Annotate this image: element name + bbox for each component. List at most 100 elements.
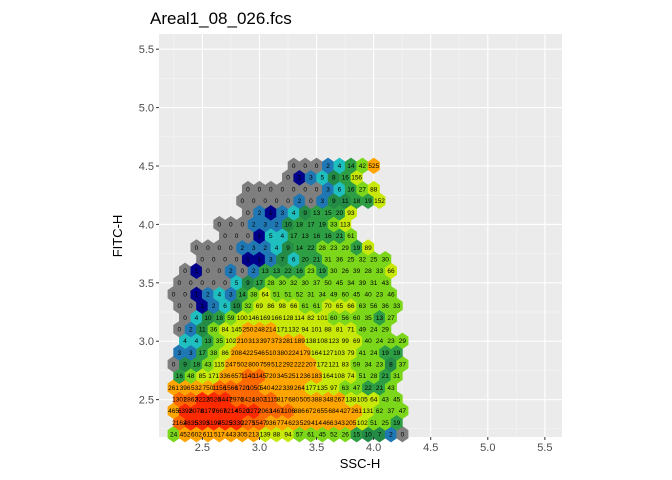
hex-count-label: 4 bbox=[275, 245, 279, 252]
hex-count-label: 18 bbox=[216, 315, 224, 322]
hex-count-label: 525 bbox=[368, 163, 379, 170]
hex-bin bbox=[293, 169, 306, 186]
hex-count-label: 7667 bbox=[212, 408, 227, 415]
hex-count-label: 3447 bbox=[218, 396, 233, 403]
hex-count-label: 43 bbox=[204, 361, 212, 368]
hex-count-label: 51 bbox=[284, 291, 292, 298]
hex-count-label: 2162 bbox=[172, 420, 187, 427]
hex-bin bbox=[224, 425, 237, 443]
hex-bin bbox=[327, 309, 340, 326]
hex-bin bbox=[379, 250, 392, 268]
hex-count-label: 207 bbox=[305, 361, 316, 368]
hex-count-label: 56 bbox=[370, 303, 378, 310]
hex-bin bbox=[270, 192, 283, 209]
hex-count-label: 397 bbox=[260, 338, 271, 345]
hex-count-label: 29 bbox=[342, 245, 350, 252]
hex-bin bbox=[219, 344, 232, 361]
hex-count-label: 672 bbox=[305, 408, 316, 415]
hex-count-label: 2 bbox=[258, 210, 262, 217]
hex-count-label: 59 bbox=[353, 361, 361, 368]
hex-bin bbox=[339, 169, 352, 186]
hex-count-label: 1301 bbox=[172, 396, 187, 403]
hex-bin bbox=[281, 285, 295, 303]
hex-bin bbox=[350, 402, 363, 420]
hex-count-label: 20 bbox=[302, 256, 310, 263]
hex-count-label: 21 bbox=[336, 233, 344, 240]
hex-bin bbox=[327, 355, 340, 373]
hex-bin bbox=[344, 320, 357, 338]
hex-count-label: 88 bbox=[324, 326, 332, 333]
hex-count-label: 0 bbox=[212, 280, 216, 287]
hex-bin bbox=[230, 390, 243, 408]
hex-count-label: 0 bbox=[223, 256, 227, 263]
hex-bin bbox=[350, 192, 363, 209]
hex-count-label: 684 bbox=[328, 408, 339, 415]
hex-bin bbox=[230, 250, 243, 268]
hex-count-label: 114 bbox=[294, 315, 305, 322]
x-tick-label: 2.5 bbox=[195, 442, 210, 454]
hex-bin bbox=[379, 390, 392, 408]
hex-bin bbox=[241, 390, 254, 408]
hex-count-label: 0 bbox=[172, 291, 176, 298]
hex-bin bbox=[270, 309, 283, 326]
hex-bins bbox=[167, 157, 409, 443]
hex-count-label: 27 bbox=[359, 186, 367, 193]
hex-bin bbox=[310, 250, 323, 268]
hex-bin bbox=[304, 169, 317, 186]
hex-bin bbox=[281, 239, 295, 256]
hex-bin bbox=[184, 297, 197, 314]
hex-bin bbox=[276, 297, 289, 314]
hex-bin bbox=[167, 355, 180, 373]
hex-count-label: 655 bbox=[317, 408, 328, 415]
hex-count-label: 156 bbox=[351, 175, 362, 182]
hex-bin bbox=[344, 227, 357, 244]
hex-count-label: 0 bbox=[212, 256, 216, 263]
hex-count-label: 171 bbox=[277, 326, 288, 333]
hex-count-label: 88 bbox=[370, 186, 378, 193]
hex-bin bbox=[367, 180, 380, 198]
hex-bin bbox=[224, 309, 237, 326]
hex-count-label: 38 bbox=[250, 291, 258, 298]
hex-bin bbox=[304, 192, 317, 209]
hex-bin bbox=[264, 227, 277, 244]
hex-bin bbox=[344, 414, 357, 431]
hex-count-label: 51 bbox=[370, 420, 378, 427]
hex-count-label: 529 bbox=[300, 420, 311, 427]
hex-bin bbox=[276, 414, 289, 431]
hex-count-label: 348 bbox=[323, 396, 334, 403]
x-axis-title: SSC-H bbox=[340, 456, 380, 471]
hex-bin bbox=[241, 367, 254, 385]
hex-count-label: 0 bbox=[246, 186, 250, 193]
hex-count-label: 774 bbox=[277, 420, 288, 427]
hex-bin bbox=[253, 180, 266, 198]
hex-bin bbox=[247, 285, 260, 303]
hex-bin bbox=[201, 332, 214, 349]
hex-count-label: 139 bbox=[260, 431, 271, 438]
hex-bin bbox=[310, 344, 323, 361]
hex-count-label: 1 bbox=[246, 256, 250, 263]
hex-bin bbox=[287, 297, 300, 314]
hex-count-label: 146 bbox=[248, 315, 259, 322]
hex-count-label: 250 bbox=[243, 326, 254, 333]
hex-count-label: 18 bbox=[296, 221, 304, 228]
hex-bin bbox=[344, 274, 357, 291]
hex-bin bbox=[316, 332, 329, 349]
hex-count-label: 210 bbox=[237, 338, 248, 345]
hex-bin bbox=[293, 425, 306, 443]
hex-count-label: 39 bbox=[359, 280, 367, 287]
hex-bin bbox=[213, 239, 226, 256]
hex-bin bbox=[213, 262, 226, 279]
hex-count-label: 2 bbox=[189, 326, 193, 333]
hex-bin bbox=[190, 309, 203, 326]
hex-count-label: 138 bbox=[345, 396, 356, 403]
hex-bin bbox=[339, 379, 352, 396]
hex-bin bbox=[322, 297, 335, 314]
hex-bin bbox=[350, 285, 363, 303]
y-tick-label: 3.0 bbox=[139, 336, 154, 348]
hex-count-label: 0 bbox=[223, 280, 227, 287]
hex-bin bbox=[356, 367, 369, 385]
hex-bin bbox=[173, 367, 186, 385]
hex-count-label: 28 bbox=[364, 268, 372, 275]
hex-bin bbox=[179, 379, 192, 396]
hex-count-label: 19 bbox=[393, 420, 401, 427]
